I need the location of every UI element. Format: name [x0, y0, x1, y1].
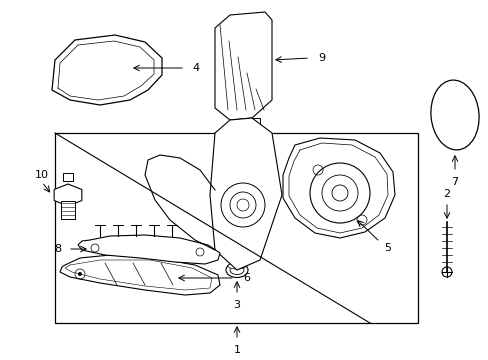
Polygon shape: [52, 35, 162, 105]
Text: 10: 10: [35, 170, 49, 180]
Circle shape: [78, 272, 82, 276]
Polygon shape: [283, 138, 394, 238]
Bar: [61, 201, 75, 219]
Ellipse shape: [430, 80, 478, 150]
Circle shape: [441, 267, 451, 277]
Text: 4: 4: [192, 63, 199, 73]
Text: 5: 5: [384, 243, 391, 253]
Text: 1: 1: [233, 345, 240, 355]
Polygon shape: [209, 118, 282, 270]
Text: 9: 9: [317, 53, 325, 63]
Ellipse shape: [227, 263, 245, 269]
Polygon shape: [215, 12, 271, 120]
Ellipse shape: [225, 262, 247, 278]
Polygon shape: [78, 235, 220, 264]
Ellipse shape: [229, 265, 244, 274]
Text: 8: 8: [54, 244, 61, 254]
Text: 2: 2: [443, 189, 449, 199]
Polygon shape: [54, 184, 81, 206]
Polygon shape: [247, 118, 260, 132]
Bar: [55, 133, 417, 323]
Text: 7: 7: [450, 177, 458, 187]
Polygon shape: [60, 255, 220, 295]
Bar: [63, 173, 73, 181]
Text: 3: 3: [233, 300, 240, 310]
Text: 6: 6: [243, 273, 249, 283]
